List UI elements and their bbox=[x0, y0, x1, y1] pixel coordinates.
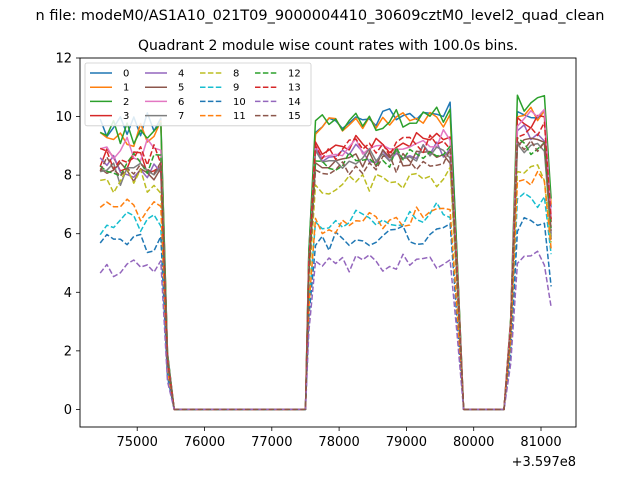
legend-label-3: 3 bbox=[123, 111, 129, 122]
legend-label-12: 12 bbox=[288, 69, 301, 80]
legend-label-8: 8 bbox=[233, 69, 239, 80]
x-tick-label: 75000 bbox=[117, 435, 158, 450]
series-line-15 bbox=[99, 139, 552, 411]
legend-label-1: 1 bbox=[123, 83, 129, 94]
legend-box bbox=[84, 62, 312, 127]
legend-label-10: 10 bbox=[233, 97, 246, 108]
legend-label-7: 7 bbox=[178, 111, 184, 122]
plot-frame bbox=[79, 57, 577, 428]
y-tick-label: 0 bbox=[64, 403, 72, 418]
x-tick-label: 78000 bbox=[318, 435, 359, 450]
x-tick-label: 76000 bbox=[184, 435, 225, 450]
legend-label-4: 4 bbox=[178, 69, 184, 80]
legend-label-13: 13 bbox=[288, 83, 301, 94]
y-tick-label: 12 bbox=[55, 52, 72, 67]
legend-label-6: 6 bbox=[178, 97, 184, 108]
chart-title: Quadrant 2 module wise count rates with … bbox=[138, 38, 518, 54]
legend-label-9: 9 bbox=[233, 83, 239, 94]
legend-label-14: 14 bbox=[288, 97, 301, 108]
axis-ticks: 75000 76000 77000 78000 79000 80000 81000 0 2 4 6 8… bbox=[55, 52, 561, 451]
x-tick-label: 79000 bbox=[386, 435, 427, 450]
legend-label-15: 15 bbox=[288, 111, 301, 122]
legend-label-11: 11 bbox=[233, 111, 246, 122]
y-tick-label: 2 bbox=[64, 344, 72, 359]
x-tick-label: 77000 bbox=[251, 435, 292, 450]
x-tick-label: 81000 bbox=[520, 435, 561, 450]
legend-label-5: 5 bbox=[178, 83, 184, 94]
legend-label-2: 2 bbox=[123, 97, 129, 108]
y-tick-label: 4 bbox=[64, 286, 72, 301]
series-layer bbox=[99, 94, 552, 411]
y-tick-label: 10 bbox=[55, 110, 72, 125]
legend-label-0: 0 bbox=[123, 69, 129, 80]
y-tick-label: 8 bbox=[64, 169, 72, 184]
y-tick-label: 6 bbox=[64, 227, 72, 242]
figure-suptitle: n file: modeM0/AS1A10_021T09_9000004410_… bbox=[36, 8, 605, 24]
x-axis-offset-label: +3.597e8 bbox=[512, 455, 576, 470]
x-tick-label: 80000 bbox=[453, 435, 494, 450]
